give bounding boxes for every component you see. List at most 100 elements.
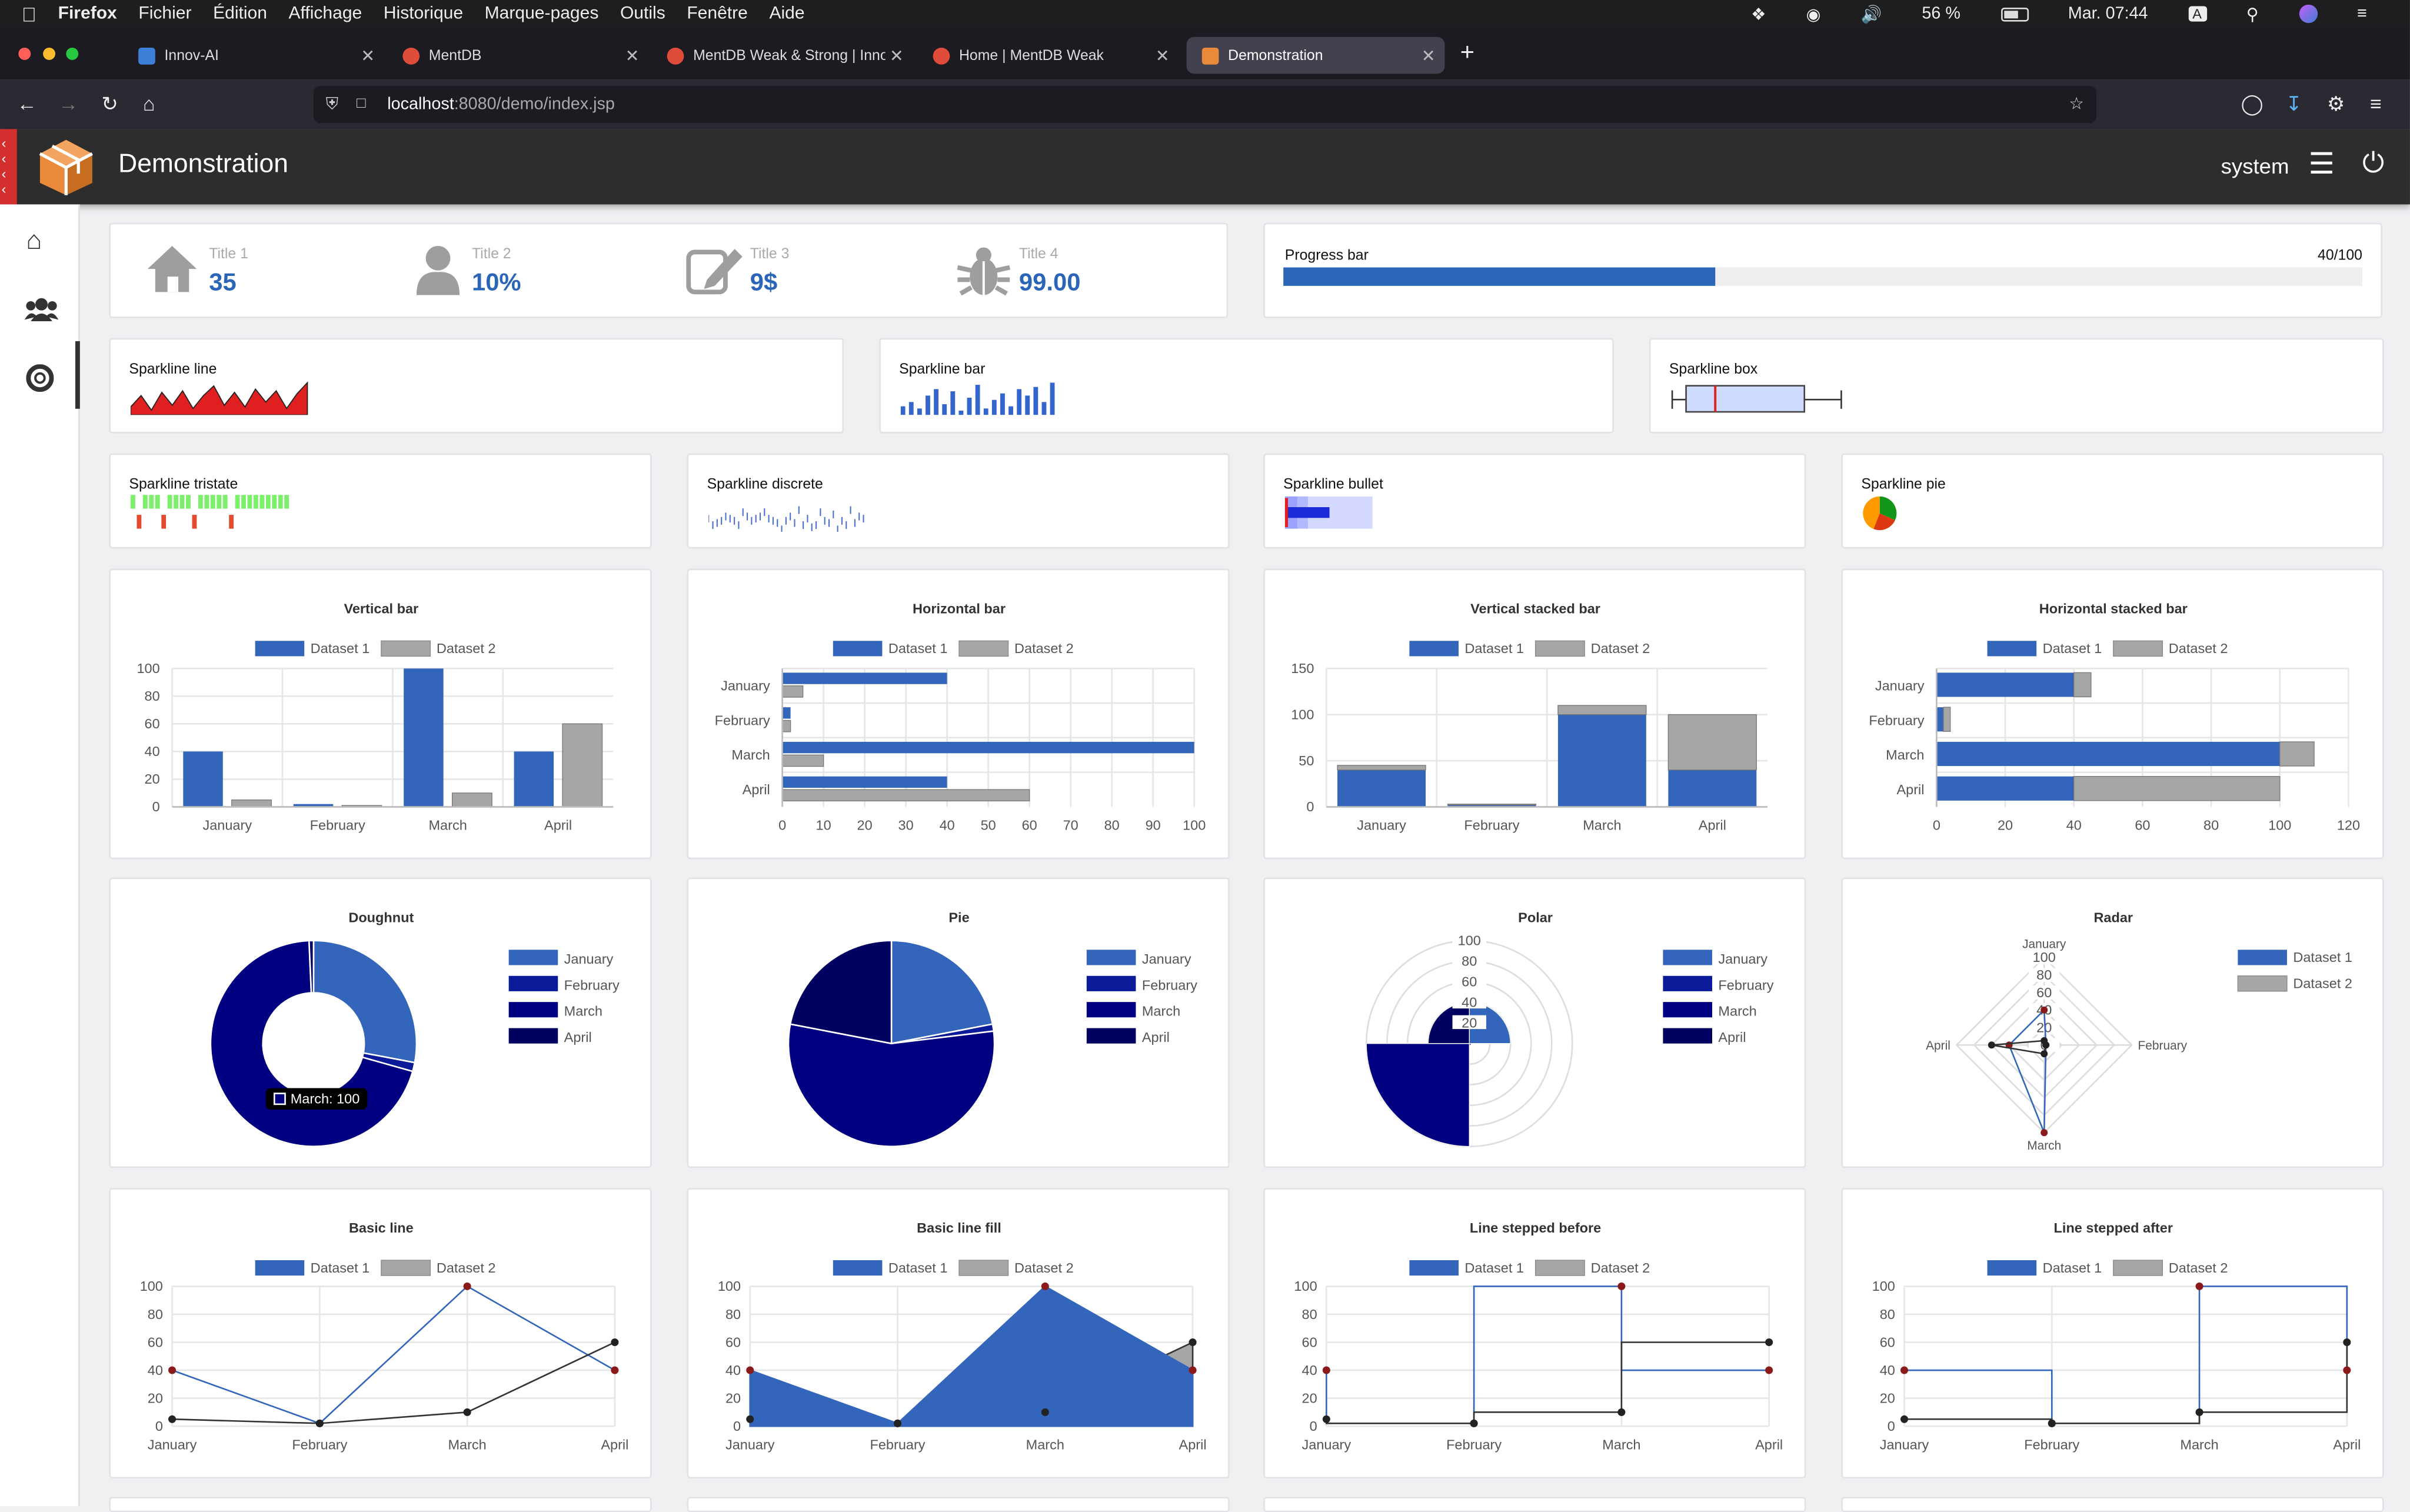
home-icon[interactable]: ⌂ [142, 92, 155, 115]
siri-icon[interactable] [2298, 4, 2318, 24]
y-tick-label: January [721, 678, 770, 694]
x-tick-label: April [1699, 818, 1726, 833]
stat-value: 35 [209, 270, 237, 297]
app-title: Demonstration [118, 149, 288, 179]
battery-icon[interactable] [2000, 6, 2028, 21]
legend-swatch [1663, 1028, 1712, 1044]
tab-mentdb[interactable]: MentDB ✕ [387, 37, 648, 74]
spotlight-icon[interactable]: ⚲ [2246, 5, 2259, 24]
x-tick-label: 90 [1146, 818, 1161, 833]
x-tick-label: January [1880, 1437, 1929, 1452]
stat-title: Title 3 [750, 245, 790, 263]
collapse-sidebar-handle[interactable]: ‹ ‹ ‹ ‹ [0, 129, 17, 205]
menu-item-help[interactable]: Aide [754, 4, 804, 24]
y-tick-label: 80 [145, 688, 160, 704]
tab-demonstration-active[interactable]: Demonstration ✕ [1186, 36, 1445, 74]
reload-icon[interactable]: ↻ [101, 92, 118, 115]
bar [1668, 770, 1757, 807]
legend-label: March [1142, 1004, 1180, 1019]
basic-line-fill-chart: Basic line fill Dataset 1 Dataset 2 0 20 40 60… [718, 1220, 1207, 1452]
battery-text[interactable]: 56 % [1922, 4, 1960, 24]
minimize-window-icon[interactable] [43, 47, 56, 60]
menu-item-file[interactable]: Fichier [123, 4, 191, 24]
tab-mentdb-weak-strong[interactable]: MentDB Weak & Strong | Innov- ✕ [652, 37, 913, 74]
tab-home-mentdb-weak[interactable]: Home | MentDB Weak ✕ [917, 37, 1179, 74]
menu-item-history[interactable]: Historique [368, 4, 463, 24]
hamburger-menu-icon[interactable]: ☰ [2308, 149, 2335, 182]
y-tick-label: 40 [145, 744, 160, 759]
chart-card-radar: Radar020406080100JanuaryFebruaryMarchApr… [1841, 877, 2384, 1168]
apple-icon[interactable]:  [22, 2, 36, 25]
sidebar: ⌂ [0, 204, 80, 1506]
chart-title: Pie [948, 910, 969, 925]
sparkline-tristate-positive [241, 495, 246, 509]
x-tick-label: 20 [1998, 818, 2013, 833]
tab-close-icon[interactable]: ✕ [361, 46, 375, 66]
volume-icon[interactable]: 🔊 [1860, 5, 1882, 24]
legend-label-1: Dataset 1 [2293, 950, 2352, 965]
tab-close-icon[interactable]: ✕ [1155, 46, 1170, 66]
sidebar-home-icon[interactable]: ⌂ [26, 225, 42, 255]
new-tab-icon[interactable]: + [1460, 39, 1474, 66]
url-bar[interactable]: ⛨ □ localhost:8080/demo/index.jsp ☆ [313, 86, 2097, 123]
menu-item-tools[interactable]: Outils [605, 4, 665, 24]
sidebar-support-icon[interactable] [26, 364, 54, 392]
tab-close-icon[interactable]: ✕ [625, 46, 640, 66]
line-series [1904, 1285, 2348, 1424]
bookmark-star-icon[interactable]: ☆ [2069, 95, 2085, 114]
close-window-icon[interactable] [18, 47, 31, 60]
back-icon[interactable]: ← [16, 92, 37, 115]
clock[interactable]: Mar. 07:44 [2068, 4, 2148, 24]
bar [1936, 672, 2074, 697]
tab-close-icon[interactable]: ✕ [889, 46, 904, 66]
x-tick-label: January [148, 1437, 197, 1452]
app-menu-icon[interactable]: ≡ [2370, 92, 2382, 115]
sparkline-tristate-positive [235, 495, 240, 509]
x-tick-label: April [544, 818, 572, 833]
sparkline-bar [1000, 393, 1005, 415]
sparkline-tristate-label: Sparkline tristate [129, 476, 238, 494]
menu-item-edit[interactable]: Édition [198, 4, 267, 24]
radar-tick-label: 80 [2036, 967, 2052, 983]
wifi-icon[interactable]: ◉ [1806, 5, 1821, 24]
sidebar-users-icon[interactable] [24, 297, 59, 321]
keyboard-icon[interactable]: A [2188, 6, 2206, 22]
menu-item-window[interactable]: Fenêtre [671, 4, 748, 24]
stat-value: 10% [471, 270, 521, 297]
zoom-window-icon[interactable] [66, 47, 79, 60]
power-icon[interactable]: ⏻ [2362, 147, 2385, 179]
user-name[interactable]: system [2221, 154, 2289, 179]
menu-app-name[interactable]: Firefox [43, 4, 117, 24]
tab-close-icon[interactable]: ✕ [1421, 46, 1436, 66]
tab-favicon-icon [933, 46, 950, 64]
line-point [893, 1419, 902, 1427]
legend-swatch [1086, 975, 1136, 991]
bar [231, 799, 272, 808]
extensions-icon[interactable]: ⚙ [2326, 92, 2345, 115]
radar-axis-label: February [2138, 1039, 2188, 1053]
legend-label: April [564, 1030, 592, 1045]
line-point [1041, 1282, 1049, 1290]
menu-item-bookmarks[interactable]: Marque-pages [470, 4, 599, 24]
legend-swatch [508, 1028, 558, 1044]
line-point [1900, 1366, 1909, 1374]
y-tick-label: 100 [1294, 1278, 1317, 1294]
control-center-icon[interactable]: ≡ [2357, 4, 2367, 24]
shield-icon[interactable]: ⛨ [325, 95, 339, 114]
forward-icon[interactable]: → [58, 92, 79, 115]
tab-innov-ai[interactable]: Innov-AI ✕ [123, 37, 384, 74]
sparkline-bar-card: Sparkline bar [879, 338, 1614, 434]
downloads-icon[interactable]: ↧ [2285, 92, 2302, 115]
line-point [2195, 1408, 2203, 1416]
pocket-icon[interactable]: ◯ [2241, 92, 2263, 115]
legend-label-2: Dataset 2 [1014, 641, 1074, 656]
radar-point [2040, 1129, 2048, 1137]
chart-title: Vertical stacked bar [1470, 601, 1600, 616]
dropbox-icon[interactable]: ❖ [1750, 5, 1766, 24]
menu-item-view[interactable]: Affichage [274, 4, 362, 24]
sparkline-tristate-positive [142, 495, 148, 509]
y-tick-label: 150 [1291, 661, 1314, 676]
line-point [746, 1415, 754, 1423]
y-tick-label: March [1886, 747, 1924, 762]
legend-label: January [564, 951, 614, 967]
